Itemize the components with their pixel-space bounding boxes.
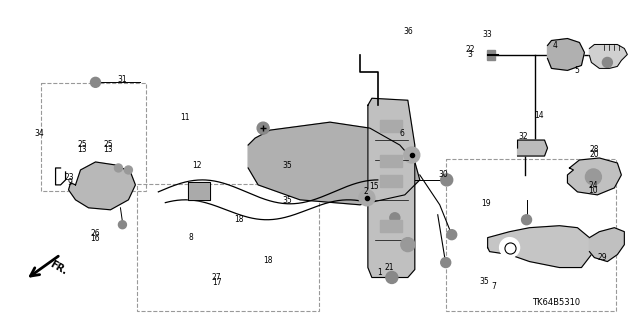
- Bar: [41, 83, 147, 191]
- Bar: [380, 220, 402, 232]
- Text: 6: 6: [399, 129, 404, 138]
- Text: 15: 15: [369, 182, 379, 191]
- Text: 18: 18: [234, 215, 244, 224]
- Circle shape: [257, 122, 269, 134]
- Text: 35: 35: [479, 277, 489, 286]
- Text: TK64B5310: TK64B5310: [532, 298, 580, 307]
- Circle shape: [447, 230, 457, 240]
- Text: 2: 2: [364, 187, 369, 196]
- Text: 12: 12: [193, 161, 202, 170]
- Text: 1: 1: [377, 268, 382, 277]
- Text: 36: 36: [403, 27, 413, 36]
- Text: 34: 34: [34, 129, 44, 138]
- Text: 13: 13: [77, 145, 87, 154]
- Circle shape: [386, 271, 398, 284]
- Text: 17: 17: [212, 278, 221, 287]
- Polygon shape: [488, 226, 591, 268]
- Text: 35: 35: [282, 196, 292, 205]
- Circle shape: [441, 257, 451, 268]
- Text: 3: 3: [468, 49, 472, 59]
- Text: 10: 10: [589, 186, 598, 195]
- Text: 11: 11: [180, 113, 189, 122]
- Circle shape: [522, 215, 532, 225]
- Circle shape: [602, 57, 612, 67]
- Circle shape: [401, 238, 415, 252]
- Circle shape: [118, 221, 127, 229]
- Text: 29: 29: [598, 253, 607, 262]
- Circle shape: [90, 78, 100, 87]
- Circle shape: [124, 166, 132, 174]
- Polygon shape: [568, 158, 621, 195]
- Text: 13: 13: [103, 145, 113, 154]
- Text: 9: 9: [67, 178, 72, 187]
- Circle shape: [500, 238, 520, 257]
- Text: 16: 16: [90, 234, 100, 243]
- Text: 21: 21: [384, 263, 394, 272]
- Text: 20: 20: [590, 150, 600, 159]
- Text: 28: 28: [590, 145, 599, 154]
- Text: 22: 22: [465, 45, 475, 54]
- Circle shape: [586, 169, 602, 185]
- Text: 18: 18: [263, 256, 273, 265]
- Circle shape: [359, 190, 375, 206]
- Polygon shape: [368, 98, 415, 278]
- Polygon shape: [248, 122, 420, 205]
- Text: 27: 27: [212, 273, 221, 282]
- Text: 8: 8: [189, 233, 193, 242]
- Circle shape: [441, 174, 452, 186]
- Circle shape: [404, 147, 420, 163]
- Bar: [137, 184, 319, 311]
- Text: 33: 33: [483, 31, 492, 40]
- Polygon shape: [589, 228, 625, 262]
- Polygon shape: [68, 162, 136, 210]
- Circle shape: [390, 213, 400, 223]
- Text: 7: 7: [492, 282, 496, 291]
- Text: 19: 19: [481, 199, 491, 208]
- Text: FR.: FR.: [49, 259, 69, 276]
- Text: 14: 14: [534, 111, 544, 120]
- Text: 23: 23: [65, 173, 74, 182]
- Text: 31: 31: [117, 75, 127, 84]
- Text: 30: 30: [438, 170, 448, 179]
- Bar: [447, 159, 616, 311]
- Text: 35: 35: [282, 161, 292, 170]
- Text: 5: 5: [574, 66, 579, 75]
- Circle shape: [115, 164, 122, 172]
- Bar: [380, 175, 402, 187]
- Text: 32: 32: [518, 132, 528, 141]
- Polygon shape: [589, 45, 627, 68]
- Text: 26: 26: [90, 229, 100, 238]
- Text: 25: 25: [103, 140, 113, 149]
- Polygon shape: [518, 140, 547, 156]
- Text: 4: 4: [552, 41, 557, 50]
- Polygon shape: [547, 39, 584, 70]
- Bar: [188, 182, 210, 200]
- Text: 24: 24: [589, 182, 598, 190]
- Bar: [380, 155, 402, 167]
- Text: 25: 25: [77, 140, 87, 149]
- Bar: [380, 120, 402, 132]
- Bar: [486, 50, 495, 60]
